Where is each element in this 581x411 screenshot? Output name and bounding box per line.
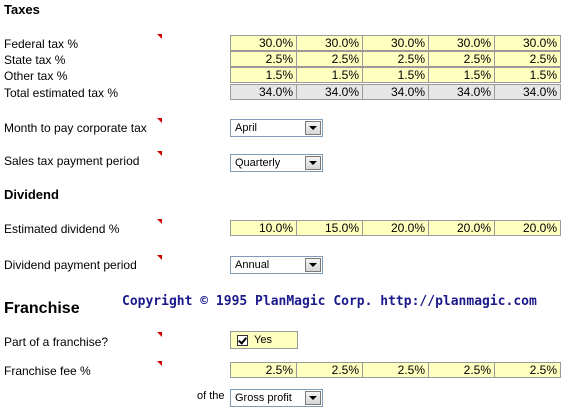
- other-tax-row: 1.5% 1.5% 1.5% 1.5% 1.5%: [230, 67, 561, 83]
- total-tax-cell-3: 34.0%: [362, 84, 429, 100]
- franchise-fee-cell-1[interactable]: 2.5%: [230, 362, 297, 378]
- comment-marker-icon[interactable]: [157, 34, 162, 39]
- estimated-dividend-cell-5[interactable]: 20.0%: [494, 220, 561, 236]
- month-corporate-tax-select[interactable]: April: [230, 119, 323, 137]
- copyright-notice: Copyright © 1995 PlanMagic Corp. http://…: [122, 294, 537, 309]
- franchise-fee-cell-3[interactable]: 2.5%: [362, 362, 429, 378]
- comment-marker-icon[interactable]: [157, 332, 162, 337]
- dividend-section-title: Dividend: [4, 187, 59, 202]
- other-tax-cell-5[interactable]: 1.5%: [494, 67, 561, 83]
- state-tax-row: 2.5% 2.5% 2.5% 2.5% 2.5%: [230, 51, 561, 67]
- franchise-fee-row: 2.5% 2.5% 2.5% 2.5% 2.5%: [230, 362, 561, 378]
- other-tax-cell-2[interactable]: 1.5%: [296, 67, 363, 83]
- check-icon: [238, 334, 247, 345]
- federal-tax-cell-1[interactable]: 30.0%: [230, 35, 297, 51]
- dividend-period-value: Annual: [235, 259, 270, 271]
- other-tax-cell-4[interactable]: 1.5%: [428, 67, 495, 83]
- sales-tax-period-select[interactable]: Quarterly: [230, 154, 323, 172]
- state-tax-cell-5[interactable]: 2.5%: [494, 51, 561, 67]
- federal-tax-cell-2[interactable]: 30.0%: [296, 35, 363, 51]
- estimated-dividend-label: Estimated dividend %: [4, 222, 120, 236]
- state-tax-cell-4[interactable]: 2.5%: [428, 51, 495, 67]
- franchise-base-select[interactable]: Gross profit: [230, 389, 323, 407]
- federal-tax-label: Federal tax %: [4, 37, 79, 51]
- federal-tax-cell-3[interactable]: 30.0%: [362, 35, 429, 51]
- franchise-fee-cell-2[interactable]: 2.5%: [296, 362, 363, 378]
- franchise-section-title: Franchise: [4, 300, 80, 317]
- estimated-dividend-cell-3[interactable]: 20.0%: [362, 220, 429, 236]
- chevron-down-icon: [309, 161, 317, 165]
- comment-marker-icon[interactable]: [157, 219, 162, 224]
- dropdown-button[interactable]: [305, 391, 321, 405]
- chevron-down-icon: [309, 396, 317, 400]
- state-tax-label: State tax %: [4, 53, 66, 67]
- sales-tax-period-value: Quarterly: [235, 157, 281, 169]
- other-tax-cell-3[interactable]: 1.5%: [362, 67, 429, 83]
- total-tax-cell-4: 34.0%: [428, 84, 495, 100]
- total-tax-row: 34.0% 34.0% 34.0% 34.0% 34.0%: [230, 84, 561, 100]
- state-tax-cell-2[interactable]: 2.5%: [296, 51, 363, 67]
- dividend-period-label: Dividend payment period: [4, 258, 137, 272]
- dividend-period-select[interactable]: Annual: [230, 256, 323, 274]
- franchise-fee-label: Franchise fee %: [4, 364, 91, 378]
- comment-marker-icon[interactable]: [157, 118, 162, 123]
- dropdown-button[interactable]: [305, 156, 321, 170]
- month-corporate-tax-label: Month to pay corporate tax: [4, 121, 147, 135]
- total-tax-cell-2: 34.0%: [296, 84, 363, 100]
- franchise-fee-cell-5[interactable]: 2.5%: [494, 362, 561, 378]
- part-of-franchise-checkbox[interactable]: [237, 334, 248, 346]
- federal-tax-row: 30.0% 30.0% 30.0% 30.0% 30.0%: [230, 35, 561, 51]
- state-tax-cell-3[interactable]: 2.5%: [362, 51, 429, 67]
- dropdown-button[interactable]: [305, 258, 321, 272]
- chevron-down-icon: [309, 263, 317, 267]
- of-the-label: of the: [197, 390, 225, 402]
- sales-tax-period-label: Sales tax payment period: [4, 154, 140, 168]
- comment-marker-icon[interactable]: [157, 361, 162, 366]
- estimated-dividend-row: 10.0% 15.0% 20.0% 20.0% 20.0%: [230, 220, 561, 236]
- chevron-down-icon: [309, 126, 317, 130]
- dropdown-button[interactable]: [305, 121, 321, 135]
- franchise-fee-cell-4[interactable]: 2.5%: [428, 362, 495, 378]
- part-of-franchise-label: Part of a franchise?: [4, 335, 109, 349]
- month-corporate-tax-value: April: [235, 122, 258, 134]
- part-of-franchise-value: Yes: [254, 334, 272, 346]
- total-tax-cell-1: 34.0%: [230, 84, 297, 100]
- state-tax-cell-1[interactable]: 2.5%: [230, 51, 297, 67]
- comment-marker-icon[interactable]: [157, 151, 162, 156]
- federal-tax-cell-4[interactable]: 30.0%: [428, 35, 495, 51]
- total-tax-label: Total estimated tax %: [4, 86, 119, 100]
- estimated-dividend-cell-1[interactable]: 10.0%: [230, 220, 297, 236]
- other-tax-label: Other tax %: [4, 69, 68, 83]
- federal-tax-cell-5[interactable]: 30.0%: [494, 35, 561, 51]
- estimated-dividend-cell-2[interactable]: 15.0%: [296, 220, 363, 236]
- part-of-franchise-checkbox-cell[interactable]: Yes: [230, 331, 298, 349]
- estimated-dividend-cell-4[interactable]: 20.0%: [428, 220, 495, 236]
- comment-marker-icon[interactable]: [157, 255, 162, 260]
- franchise-base-value: Gross profit: [235, 392, 292, 404]
- other-tax-cell-1[interactable]: 1.5%: [230, 67, 297, 83]
- taxes-section-title: Taxes: [4, 2, 40, 17]
- total-tax-cell-5: 34.0%: [494, 84, 561, 100]
